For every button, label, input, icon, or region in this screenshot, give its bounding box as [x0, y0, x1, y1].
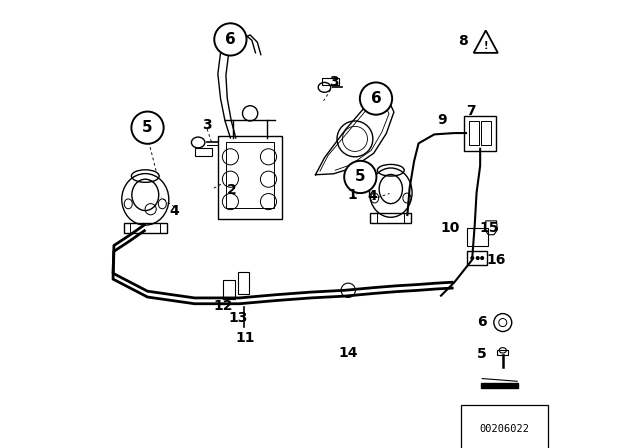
Text: 4: 4 — [367, 189, 378, 203]
Text: 14: 14 — [339, 346, 358, 360]
Text: 13: 13 — [228, 311, 248, 325]
Text: 5: 5 — [477, 347, 487, 361]
Text: 15: 15 — [479, 221, 499, 236]
Text: 2: 2 — [227, 182, 237, 197]
Text: 3: 3 — [328, 74, 339, 89]
Text: 1: 1 — [348, 188, 358, 202]
Circle shape — [476, 257, 479, 259]
Circle shape — [131, 112, 164, 144]
Text: 11: 11 — [235, 331, 255, 345]
Text: 4: 4 — [170, 203, 179, 218]
Text: 16: 16 — [486, 253, 506, 267]
Text: 8: 8 — [458, 34, 468, 48]
Text: 10: 10 — [440, 220, 460, 235]
Text: 00206022: 00206022 — [479, 424, 529, 434]
Text: 7: 7 — [466, 104, 476, 118]
Circle shape — [214, 23, 246, 56]
Circle shape — [471, 257, 474, 259]
Text: 6: 6 — [225, 32, 236, 47]
Text: 3: 3 — [202, 118, 212, 133]
Text: 12: 12 — [214, 299, 234, 313]
Text: 5: 5 — [355, 169, 365, 185]
Circle shape — [481, 257, 484, 259]
Text: 5: 5 — [142, 120, 153, 135]
Text: 6: 6 — [371, 91, 381, 106]
Text: !: ! — [483, 41, 488, 51]
Text: 9: 9 — [437, 113, 447, 127]
Circle shape — [360, 82, 392, 115]
Polygon shape — [481, 383, 518, 388]
Text: 6: 6 — [477, 314, 487, 329]
Circle shape — [344, 161, 376, 193]
